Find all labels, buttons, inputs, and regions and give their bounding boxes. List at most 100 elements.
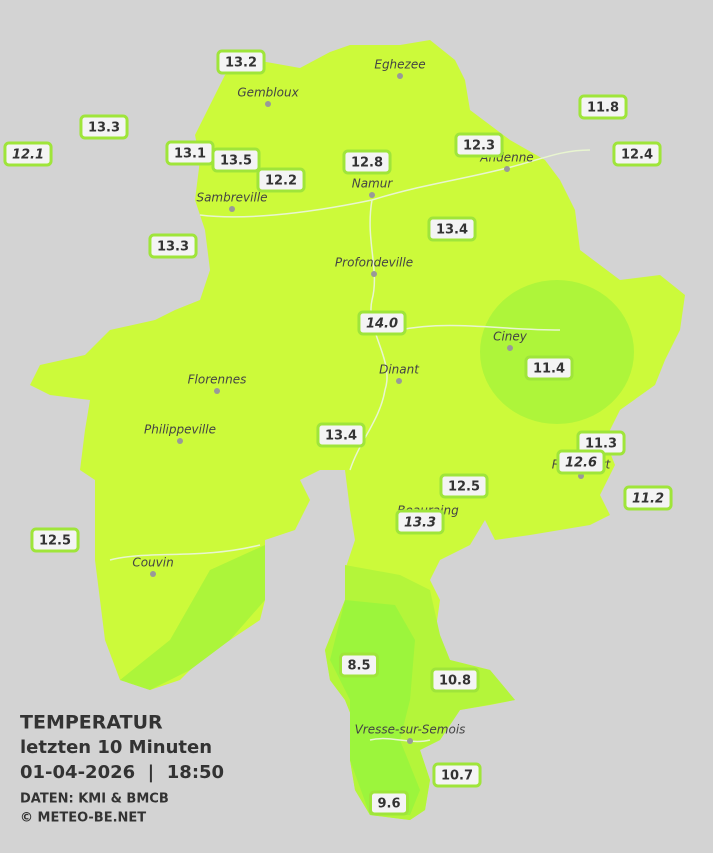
station: 13.4 [316,422,366,448]
station: 14.0 [357,310,407,336]
station-value: 12.6 [565,456,597,471]
station-box [211,147,261,173]
station-box [30,527,80,553]
station-box [432,762,482,788]
station-box [430,667,480,693]
station-value: 13.2 [225,56,257,71]
subtitle: letzten 10 Minuten [20,737,212,758]
station-box [3,141,53,167]
station-value: 12.5 [448,480,480,495]
city-dot [265,101,271,107]
station: 13.3 [395,509,445,535]
station: 13.1 [165,140,215,166]
city-label: Philippeville [144,423,216,437]
river [109,149,591,743]
station-box [556,449,606,475]
station: 13.3 [148,233,198,259]
station-box [368,790,410,816]
cities: EghezeeGemblouxAndenneNamurSambrevillePr… [132,58,612,744]
station-box [338,652,380,678]
city-dot [369,192,375,198]
station-box [578,94,628,120]
zone-ciney [480,280,634,424]
station-box [357,310,407,336]
station: 8.5 [338,652,380,678]
station: 11.4 [524,355,574,381]
station: 12.5 [439,473,489,499]
station: 13.3 [79,114,129,140]
station-value: 10.8 [439,674,471,689]
station: 9.6 [368,790,410,816]
station: 12.3 [454,132,504,158]
station-value: 11.4 [533,362,565,377]
city-label: Gembloux [237,86,299,100]
station-box [623,485,673,511]
copyright: © METEO-BE.NET [20,811,146,826]
station-box [148,233,198,259]
station-value: 13.5 [220,154,252,169]
city-label: Eghezee [374,58,425,72]
station-value: 12.8 [351,156,383,171]
city-label: Dinant [379,363,420,377]
station: 13.4 [427,216,477,242]
station-box [342,149,392,175]
station-box [316,422,366,448]
station-value: 12.4 [621,148,653,163]
city-dot [407,738,413,744]
station-box [395,509,445,535]
city-dot [397,73,403,79]
station: 11.2 [623,485,673,511]
station-value: 13.3 [88,121,120,136]
zone-couvin [120,545,265,690]
station-value: 11.8 [587,101,619,116]
city-dot [371,271,377,277]
timestamp: 01-04-2026 | 18:50 [20,762,224,783]
stations: 13.2 13.3 12.1 13.1 13.5 12.2 12.8 12.3 11.8 12.4… [3,49,673,816]
city-dot [177,438,183,444]
station: 12.5 [30,527,80,553]
station-box [524,355,574,381]
station-value: 9.6 [377,797,400,812]
station: 11.8 [578,94,628,120]
station-box [454,132,504,158]
station-box [216,49,266,75]
title: TEMPERATUR [20,712,163,734]
station: 11.3 [576,430,626,456]
station-box [612,141,662,167]
city-dot [214,388,220,394]
city-label: Namur [352,177,394,191]
city-label: Profondeville [335,256,413,270]
city-dot [229,206,235,212]
station-value: 12.1 [12,148,44,163]
station: 12.4 [612,141,662,167]
station-value: 12.3 [463,139,495,154]
station: 12.8 [342,149,392,175]
station-value: 14.0 [366,317,398,332]
station-value: 12.5 [39,534,71,549]
station: 10.8 [430,667,480,693]
station-value: 8.5 [347,659,370,674]
city-dot [507,345,513,351]
station-value: 10.7 [441,769,473,784]
station-value: 13.3 [404,516,436,531]
city-dot [150,571,156,577]
city-label: Couvin [132,556,173,570]
station-value: 13.4 [325,429,357,444]
station-value: 13.3 [157,240,189,255]
station-value: 13.4 [436,223,468,238]
station: 12.1 [3,141,53,167]
city-label: Florennes [188,373,247,387]
city-label: Sambreville [196,191,267,205]
city-dot [396,378,402,384]
station-value: 11.2 [632,492,664,507]
station-box [439,473,489,499]
station-box [427,216,477,242]
station: 12.2 [256,167,306,193]
source: DATEN: KMI & BMCB [20,792,169,807]
station: 13.5 [211,147,261,173]
station: 12.6 [556,449,606,475]
station-value: 13.1 [174,147,206,162]
station-box [79,114,129,140]
station-value: 12.2 [265,174,297,189]
